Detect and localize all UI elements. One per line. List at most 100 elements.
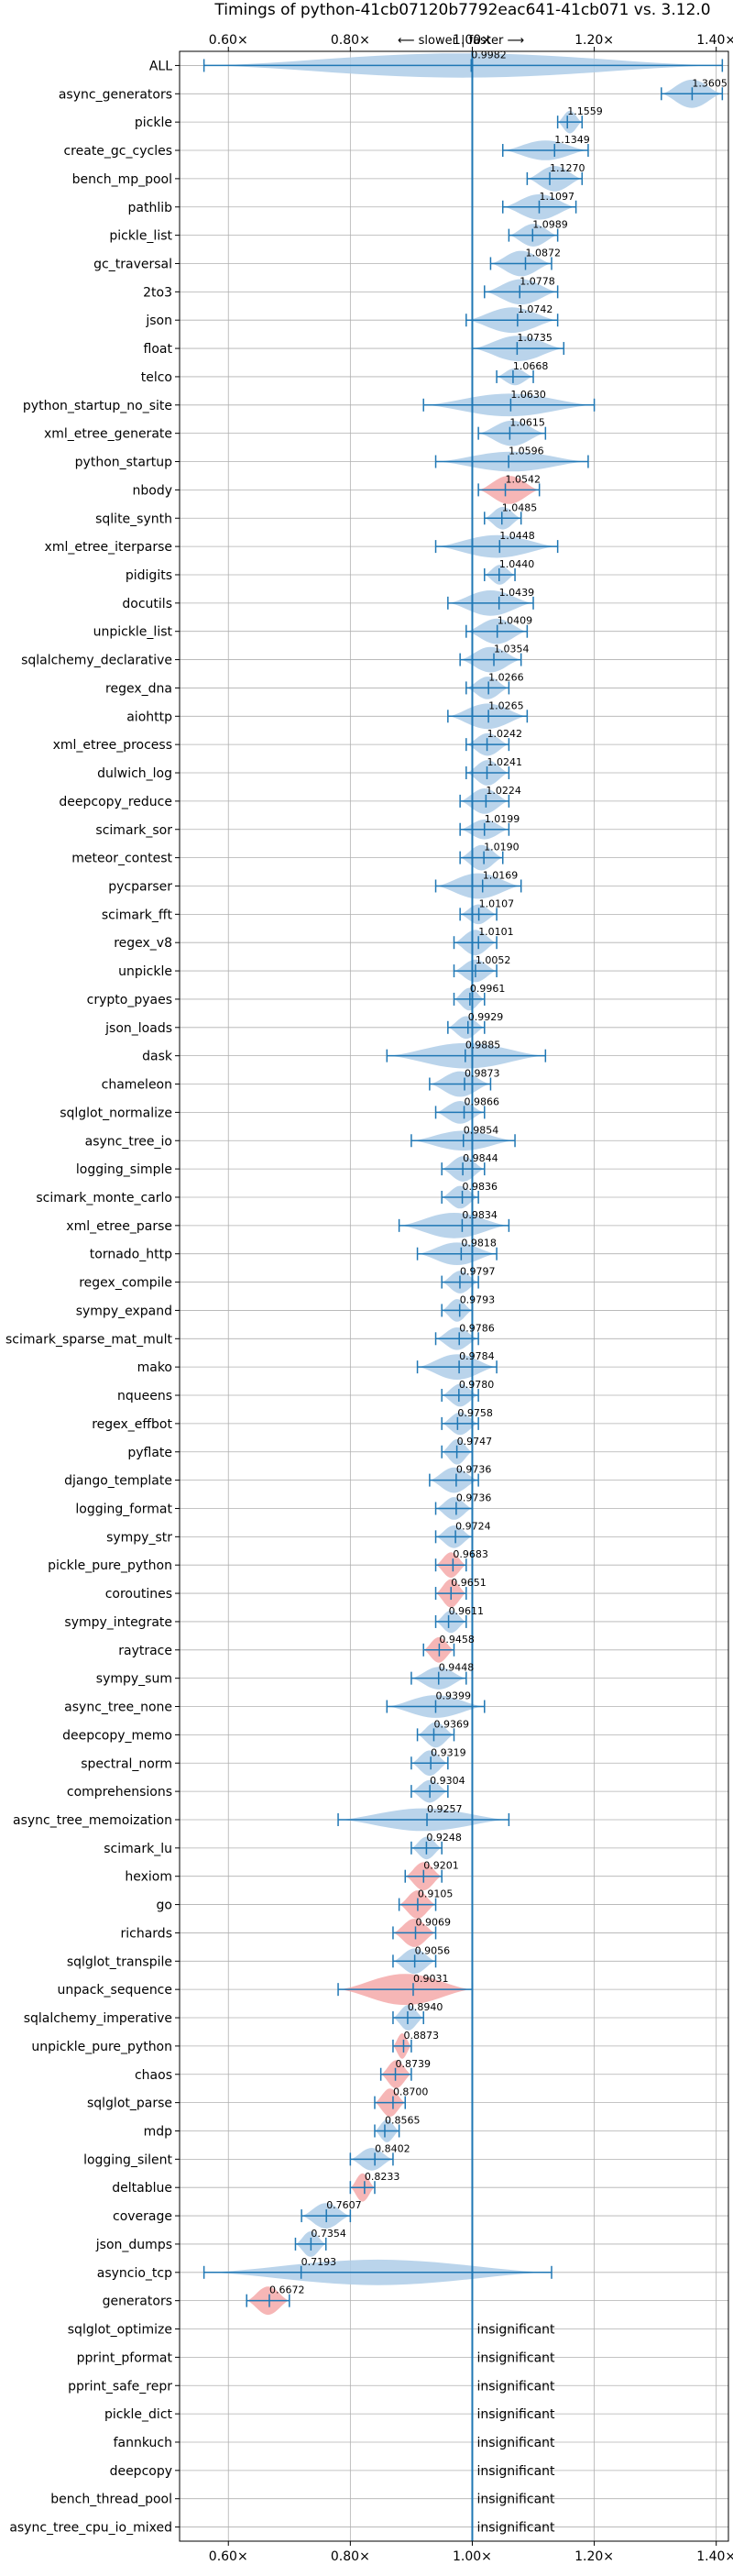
value-label: 0.9834 (462, 1209, 498, 1221)
benchmark-name: nbody (133, 483, 173, 498)
value-label: 1.0742 (518, 303, 553, 315)
value-label: 0.9369 (433, 1718, 469, 1730)
value-label: 1.0440 (499, 558, 535, 570)
benchmark-name: sqlalchemy_declarative (21, 654, 172, 668)
benchmark-name: unpickle_pure_python (31, 2040, 172, 2054)
benchmark-name: regex_dna (105, 681, 172, 696)
benchmark-name: pickle (135, 116, 172, 130)
insignificant-label: insignificant (476, 2379, 555, 2394)
value-label: 1.1559 (567, 105, 603, 117)
benchmark-name: sympy_sum (96, 1672, 172, 1687)
labels: 0.60× 0.60× 0.80× 0.80× 1.00× 1.00× 1.20× 1.20×… (5, 33, 733, 2564)
benchmark-name: regex_compile (79, 1276, 172, 1291)
value-label: 0.9786 (459, 1322, 494, 1334)
gridlines (175, 47, 728, 2546)
x-tick-label-top: 1.40× (696, 33, 733, 48)
value-label: 1.1349 (554, 134, 590, 146)
value-label: 0.8233 (365, 2171, 400, 2183)
benchmark-name: comprehensions (67, 1785, 172, 1800)
benchmark-name: pathlib (128, 201, 173, 215)
value-label: 0.9736 (456, 1464, 492, 1476)
value-label: 0.9780 (459, 1379, 495, 1391)
benchmark-name: sqlalchemy_imperative (24, 2011, 172, 2026)
benchmark-name: scimark_lu (104, 1842, 172, 1856)
value-label: 1.0101 (478, 926, 514, 938)
value-label: 1.0199 (485, 813, 520, 825)
insignificant-label: insignificant (476, 2521, 555, 2536)
benchmark-name: ALL (149, 59, 172, 73)
insignificant-label: insignificant (476, 2464, 555, 2479)
benchmark-name: coroutines (105, 1587, 172, 1602)
benchmark-name: mako (137, 1360, 172, 1375)
benchmark-name: python_startup (75, 456, 172, 470)
benchmark-name: scimark_sor (95, 823, 172, 838)
value-label: 0.8739 (396, 2058, 432, 2070)
value-label: 1.0241 (487, 756, 523, 768)
benchmark-name: docutils (122, 597, 172, 611)
benchmark-name: raytrace (118, 1644, 172, 1658)
value-label: 0.9448 (439, 1662, 475, 1674)
benchmark-name: xml_etree_generate (44, 427, 172, 442)
value-label: 1.0169 (483, 869, 519, 881)
value-label: 0.9885 (465, 1040, 500, 1051)
benchmark-name: sqlite_synth (95, 512, 172, 526)
x-tick-label-top: 1.20× (574, 33, 614, 48)
benchmark-name: bench_mp_pool (72, 172, 172, 187)
benchmark-name: tornado_http (90, 1248, 172, 1262)
benchmark-name: hexiom (125, 1870, 172, 1885)
plot-frame (179, 50, 729, 2542)
benchmark-name: sympy_expand (76, 1304, 172, 1318)
value-label: 0.9399 (435, 1690, 471, 1702)
value-label: 0.7607 (326, 2199, 362, 2211)
value-label: 1.0542 (506, 473, 542, 485)
benchmark-name: mdp (144, 2124, 173, 2139)
benchmark-name: deltablue (112, 2181, 172, 2196)
benchmark-name: generators (103, 2295, 172, 2309)
value-label: 1.0989 (532, 219, 568, 231)
value-label: 0.8873 (403, 2030, 439, 2042)
value-label: 0.9797 (460, 1266, 496, 1278)
value-label: 1.0448 (499, 530, 535, 542)
benchmark-name: unpickle_list (93, 625, 173, 640)
benchmark-name: deepcopy_reduce (59, 795, 172, 809)
value-label: 0.9248 (426, 1832, 462, 1844)
value-label: 0.9793 (460, 1294, 496, 1305)
value-label: 0.9758 (457, 1407, 493, 1419)
benchmark-name: async_generators (59, 87, 172, 102)
benchmark-name: fannkuch (114, 2436, 172, 2450)
benchmark-name: json_dumps (95, 2238, 172, 2252)
benchmark-name: unpack_sequence (58, 1983, 172, 1998)
value-label: 0.9747 (457, 1436, 493, 1448)
benchmark-name: pyflate (127, 1446, 172, 1460)
benchmark-name: pycparser (108, 879, 172, 894)
benchmark-name: crypto_pyaes (87, 993, 172, 1007)
benchmark-name: async_tree_none (64, 1701, 172, 1715)
benchmark-name: spectral_norm (81, 1756, 172, 1771)
benchmark-name: telco (141, 370, 172, 385)
benchmark-name: meteor_contest (71, 852, 172, 866)
value-label: 0.9724 (455, 1520, 490, 1532)
value-label: 0.9651 (451, 1577, 487, 1589)
x-tick-label: 1.20× (574, 2549, 614, 2564)
value-label: 1.0265 (488, 699, 524, 711)
value-label: 1.0242 (487, 728, 523, 740)
benchmark-name: scimark_monte_carlo (36, 1191, 172, 1205)
x-tick-label-top: 0.60× (209, 33, 248, 48)
benchmark-name: float (144, 342, 173, 357)
benchmark-name: logging_format (75, 1502, 172, 1516)
benchmark-name: sqlglot_optimize (68, 2323, 172, 2338)
benchmark-name: unpickle (118, 964, 172, 979)
value-label: 1.0266 (488, 671, 524, 683)
benchmark-name: async_tree_io (85, 1134, 172, 1149)
value-label: 1.0224 (486, 785, 521, 797)
benchmark-name: dask (142, 1050, 173, 1064)
value-label: 0.9069 (416, 1916, 452, 1928)
x-tick-label: 0.60× (209, 2549, 248, 2564)
value-label: 1.0052 (476, 954, 511, 966)
value-label: 0.9257 (427, 1803, 463, 1815)
benchmark-name: pickle_list (109, 229, 172, 244)
benchmark-name: python_startup_no_site (23, 399, 172, 413)
value-label: 1.0596 (509, 446, 544, 457)
benchmark-name: pprint_pformat (77, 2350, 173, 2365)
value-label: 1.0439 (499, 587, 535, 599)
